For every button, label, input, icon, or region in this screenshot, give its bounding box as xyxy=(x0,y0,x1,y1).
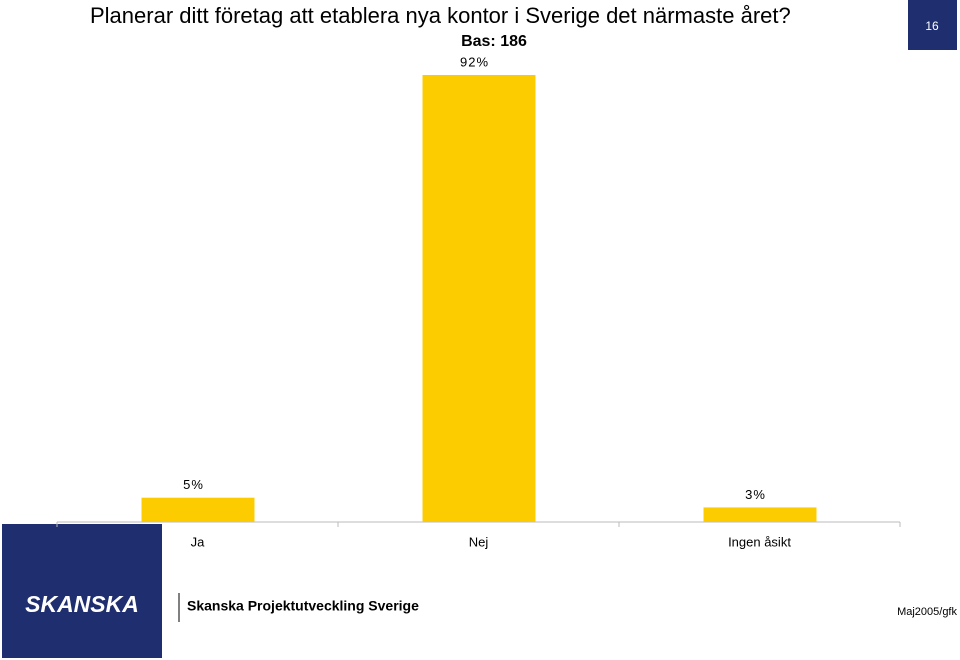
value-label: 5% xyxy=(183,477,204,492)
chart-subtitle: Bas: 186 xyxy=(461,33,527,50)
footer-date: Maj2005/gfk xyxy=(897,606,957,618)
bar xyxy=(703,507,817,522)
bar xyxy=(422,75,536,522)
value-label: 3% xyxy=(745,487,766,502)
page-number-box xyxy=(908,0,957,50)
logo: SKANSKA xyxy=(25,591,139,617)
page-number: 16 xyxy=(925,19,939,33)
bar xyxy=(141,497,255,522)
x-tick-label: Ja xyxy=(191,534,206,549)
x-tick-label: Ingen åsikt xyxy=(728,534,791,549)
value-label: 92% xyxy=(460,54,489,69)
x-tick-label: Nej xyxy=(469,534,489,549)
logo-box xyxy=(2,524,162,658)
footer-company: Skanska Projektutveckling Sverige xyxy=(187,598,419,614)
chart-title: Planerar ditt företag att etablera nya k… xyxy=(90,3,791,28)
